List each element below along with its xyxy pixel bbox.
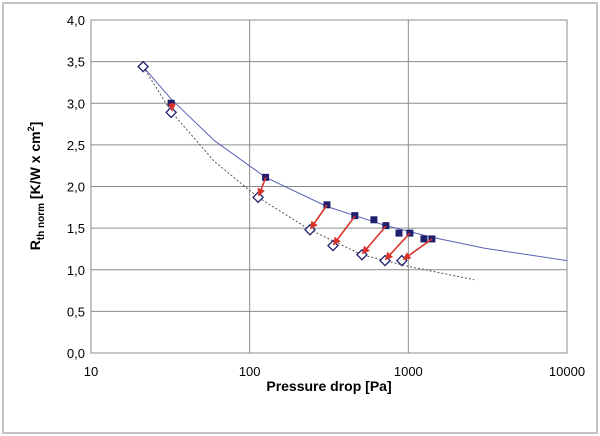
plot: 0,0 0,5 1,0 1,5 2,0 2,5 3,0 3,5 4,0 10 100 1000 1000… bbox=[67, 13, 585, 379]
square-point bbox=[351, 212, 359, 220]
arrow-head bbox=[361, 245, 370, 255]
arrow-head bbox=[384, 251, 394, 261]
arrow-head bbox=[257, 187, 265, 197]
y-tick-label: 3,5 bbox=[67, 55, 85, 70]
square-point bbox=[370, 216, 378, 224]
x-tick-label: 10 bbox=[84, 364, 98, 379]
y-tick-label: 2,5 bbox=[67, 138, 85, 153]
square-point bbox=[420, 235, 428, 243]
diamond-point bbox=[327, 239, 339, 252]
diamond-point bbox=[304, 223, 316, 236]
y-tick-label: 0,5 bbox=[67, 304, 85, 319]
y-tick-label: 0,0 bbox=[67, 346, 85, 361]
y-label-end: ] bbox=[27, 122, 43, 127]
arrow-head bbox=[332, 236, 341, 246]
arrow-head bbox=[402, 252, 412, 261]
diamond-point bbox=[165, 106, 178, 119]
y-tick-label: 1,5 bbox=[67, 221, 85, 236]
x-tick-label: 10000 bbox=[549, 364, 585, 379]
y-tick-label: 2,0 bbox=[67, 180, 85, 195]
y-label-main: R bbox=[27, 240, 43, 250]
y-axis-label: Rth norm [K/W x cm2] bbox=[26, 122, 47, 251]
arrow-head bbox=[309, 220, 318, 230]
y-tick-label: 1,0 bbox=[67, 263, 85, 278]
square-point bbox=[382, 222, 390, 230]
y-tick-label: 3,0 bbox=[67, 96, 85, 111]
y-label-sub: th norm bbox=[36, 203, 47, 240]
diamond-point bbox=[137, 60, 150, 73]
square-point bbox=[323, 201, 331, 209]
square-point bbox=[167, 99, 175, 107]
x-axis-label: Pressure drop [Pa] bbox=[266, 378, 391, 394]
diamond-point bbox=[252, 191, 265, 204]
arrow-head bbox=[168, 103, 176, 112]
y-tick-label: 4,0 bbox=[67, 13, 85, 28]
y-label-sup: 2 bbox=[26, 126, 36, 131]
y-label-unit: [K/W x cm bbox=[27, 131, 43, 203]
trend-line bbox=[142, 66, 475, 281]
x-tick-label: 1000 bbox=[394, 364, 423, 379]
square-point bbox=[395, 229, 403, 237]
arrows bbox=[168, 103, 433, 261]
x-tick-label: 100 bbox=[239, 364, 261, 379]
